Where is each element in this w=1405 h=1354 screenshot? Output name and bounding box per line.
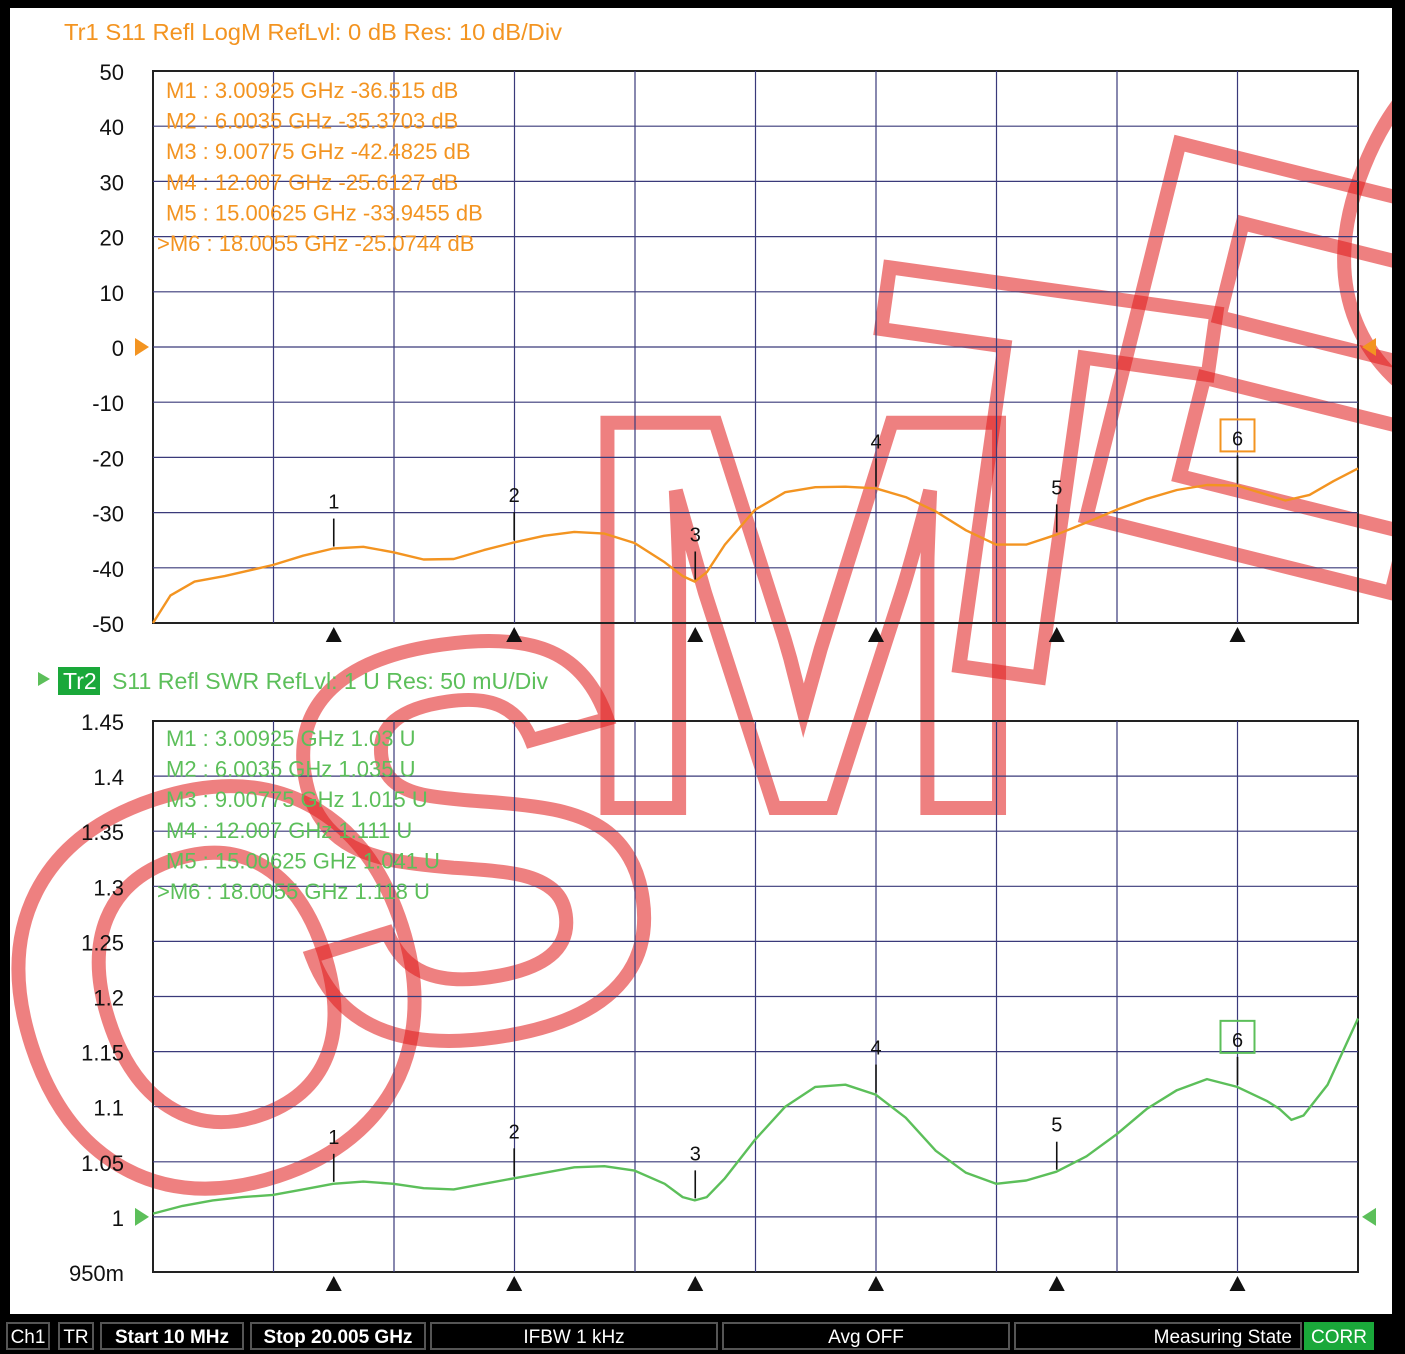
tr1-trace — [151, 467, 1359, 624]
tr2-y-tick: 1.3 — [93, 875, 124, 900]
tr1-marker-triangle — [1229, 627, 1246, 642]
tr1-marker-label: 4 — [870, 431, 881, 453]
tr2-y-tick: 1.15 — [81, 1041, 124, 1066]
tr1-marker-readout: M3 : 9.00775 GHz -42.4825 dB — [166, 139, 471, 164]
tr1-y-tick: -20 — [92, 446, 124, 471]
tr1-y-tick: -10 — [92, 391, 124, 416]
tr2-marker-triangle — [687, 1276, 704, 1291]
tr2-y-tick: 1.35 — [81, 820, 124, 845]
tr2-marker-triangle — [506, 1276, 523, 1291]
tr2-marker-label: 2 — [509, 1121, 520, 1143]
ifbw-indicator[interactable]: IFBW 1 kHz — [430, 1322, 718, 1350]
tr1-marker-label: 6 — [1232, 428, 1243, 450]
tr1-y-tick: 50 — [100, 60, 124, 85]
tr2-y-tick: 1 — [112, 1206, 124, 1231]
tr2-marker-label: 1 — [328, 1127, 339, 1149]
correction-badge[interactable]: CORR — [1304, 1322, 1374, 1350]
tr2-plot[interactable]: Tr2 S11 Refl SWR RefLvl: 1 U Res: 50 mU/D… — [38, 667, 1376, 1291]
tr2-ref-arrow-left — [135, 1207, 149, 1226]
tr1-marker-triangle — [868, 627, 884, 642]
tr2-marker-label: 5 — [1051, 1115, 1062, 1137]
tr1-marker-readout: M2 : 6.0035 GHz -35.3703 dB — [166, 109, 458, 134]
tr1-y-tick: -40 — [92, 557, 124, 582]
tr2-tag — [58, 667, 100, 695]
tr2-y-tick: 1.05 — [81, 1151, 124, 1176]
tr1-marker-triangle — [325, 627, 342, 642]
tr2-y-tick: 1.25 — [81, 930, 124, 955]
tr2-y-tick: 1.1 — [93, 1096, 124, 1121]
tr1-marker-label: 1 — [328, 492, 339, 514]
tr1-ref-arrow-left — [135, 338, 149, 356]
tr1-plot[interactable]: Tr1 S11 Refl LogM RefLvl: 0 dB Res: 10 d… — [64, 19, 1376, 642]
tr2-marker-label: 6 — [1232, 1030, 1243, 1052]
tr2-marker-readout: >M6 : 18.0055 GHz 1.118 U — [157, 879, 430, 904]
tr2-marker-readout: M5 : 15.00625 GHz 1.041 U — [166, 848, 440, 873]
tr1-y-tick: -50 — [92, 612, 124, 637]
tr2-y-tick: 1.2 — [93, 986, 124, 1011]
tr2-active-marker-box — [1219, 1019, 1256, 1054]
tr1-marker-label: 2 — [509, 485, 520, 507]
tr2-marker-readout: M1 : 3.00925 GHz 1.03 U — [166, 726, 415, 751]
tr1-marker-triangle — [687, 627, 704, 642]
tr1-marker-readout: >M6 : 18.0055 GHz -25.0744 dB — [157, 231, 474, 256]
tr1-marker-triangle — [506, 627, 523, 642]
tr1-ref-arrow-right — [1362, 338, 1376, 356]
channel-indicator[interactable]: Ch1 — [6, 1322, 50, 1350]
tr1-marker-label: 3 — [690, 525, 701, 547]
averaging-indicator[interactable]: Avg OFF — [722, 1322, 1010, 1350]
status-bar: Ch1 TR Start 10 MHz Stop 20.005 GHz IFBW… — [0, 1318, 1405, 1354]
tr2-title: S11 Refl SWR RefLvl: 1 U Res: 50 mU/Div — [112, 668, 548, 694]
tr1-marker-readout: M4 : 12.007 GHz -25.6127 dB — [166, 170, 458, 195]
tr2-ref-arrow-right — [1362, 1207, 1376, 1226]
tr2-active-arrow — [38, 672, 50, 686]
start-frequency[interactable]: Start 10 MHz — [100, 1322, 244, 1350]
tr2-marker-triangle — [325, 1276, 342, 1291]
tr2-tag-label: Tr2 — [63, 668, 97, 694]
tr2-trace — [152, 1017, 1360, 1215]
measuring-state: Measuring State — [1014, 1322, 1302, 1350]
tr1-y-tick: 10 — [100, 281, 124, 306]
tr1-marker-label: 5 — [1051, 477, 1062, 499]
tr1-marker-readout: M5 : 15.00625 GHz -33.9455 dB — [166, 200, 483, 225]
tr1-y-tick: 30 — [100, 170, 124, 195]
tr2-marker-triangle — [1229, 1276, 1246, 1291]
tr2-marker-label: 4 — [870, 1038, 881, 1060]
tr1-active-marker-box — [1219, 418, 1256, 453]
tr2-marker-triangle — [1048, 1276, 1065, 1291]
tr2-marker-readout: M2 : 6.0035 GHz 1.035 U — [166, 757, 415, 782]
tr1-y-tick: 20 — [100, 226, 124, 251]
tr2-marker-label: 3 — [690, 1143, 701, 1165]
tr1-y-tick: 0 — [112, 336, 124, 361]
tr1-y-tick: -30 — [92, 502, 124, 527]
tr2-y-tick: 1.4 — [93, 765, 124, 790]
watermark-letter: M — [570, 301, 1036, 927]
stop-frequency[interactable]: Stop 20.005 GHz — [250, 1322, 426, 1350]
tr1-marker-readout: M1 : 3.00925 GHz -36.515 dB — [166, 78, 458, 103]
trace-mode-indicator[interactable]: TR — [58, 1322, 94, 1350]
tr1-marker-triangle — [1048, 627, 1065, 642]
tr2-marker-readout: M3 : 9.00775 GHz 1.015 U — [166, 787, 428, 812]
tr2-marker-readout: M4 : 12.007 GHz 1.111 U — [166, 818, 412, 843]
tr2-y-tick: 950m — [69, 1261, 124, 1286]
tr2-marker-triangle — [868, 1276, 884, 1291]
tr2-y-tick: 1.45 — [81, 710, 124, 735]
tr1-title: Tr1 S11 Refl LogM RefLvl: 0 dB Res: 10 d… — [64, 19, 563, 45]
tr1-y-tick: 40 — [100, 115, 124, 140]
